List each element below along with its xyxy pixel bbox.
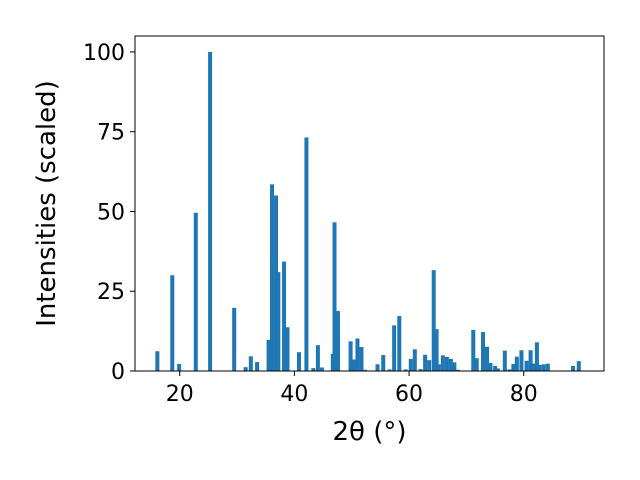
bar bbox=[348, 341, 353, 371]
y-axis-ticks: 0 25 50 75 100 bbox=[83, 41, 135, 385]
y-tick-label: 75 bbox=[97, 121, 125, 146]
bar bbox=[315, 345, 320, 371]
bars-group bbox=[155, 51, 581, 371]
bar bbox=[488, 363, 493, 371]
y-tick-label: 100 bbox=[83, 41, 125, 66]
x-tick-label: 20 bbox=[166, 382, 194, 407]
bar bbox=[392, 325, 397, 371]
bar bbox=[423, 354, 428, 371]
bar bbox=[524, 360, 529, 371]
bar bbox=[319, 367, 324, 371]
bar bbox=[452, 362, 457, 371]
bar bbox=[208, 51, 213, 371]
bar bbox=[355, 338, 360, 371]
y-tick-label: 50 bbox=[97, 200, 125, 225]
bar bbox=[375, 364, 380, 371]
bar bbox=[285, 327, 290, 371]
bar bbox=[545, 363, 550, 371]
bar bbox=[177, 363, 182, 371]
x-tick-label: 60 bbox=[395, 382, 423, 407]
bar bbox=[335, 311, 340, 371]
bar bbox=[493, 365, 498, 371]
bar bbox=[427, 360, 432, 371]
bar bbox=[359, 347, 364, 371]
bar bbox=[193, 212, 198, 371]
bar bbox=[412, 349, 417, 371]
bar bbox=[495, 368, 500, 371]
bar bbox=[304, 137, 309, 371]
bar bbox=[282, 261, 287, 371]
bar bbox=[514, 356, 519, 371]
bar bbox=[440, 355, 445, 371]
bar bbox=[571, 365, 576, 371]
bar bbox=[444, 356, 449, 371]
bar bbox=[255, 362, 260, 371]
bar bbox=[232, 307, 237, 371]
bar bbox=[534, 342, 539, 371]
bar bbox=[387, 369, 392, 371]
bar bbox=[381, 355, 386, 371]
bar bbox=[431, 270, 436, 371]
bar bbox=[436, 364, 441, 371]
y-tick-label: 25 bbox=[97, 280, 125, 305]
bar bbox=[576, 361, 581, 371]
bar bbox=[248, 356, 253, 371]
bar bbox=[471, 329, 476, 371]
bar bbox=[481, 332, 486, 371]
bar bbox=[296, 352, 301, 371]
bar bbox=[362, 369, 367, 371]
bar bbox=[474, 358, 479, 371]
x-axis-ticks: 20 40 60 80 bbox=[166, 371, 538, 407]
bar bbox=[311, 368, 316, 371]
bar bbox=[397, 316, 402, 371]
plot-frame bbox=[134, 35, 605, 372]
bar bbox=[403, 369, 408, 371]
bar bbox=[408, 358, 413, 371]
x-axis-label: 2θ (°) bbox=[332, 417, 406, 447]
bar bbox=[511, 363, 516, 371]
bar bbox=[155, 351, 160, 371]
bar bbox=[418, 369, 423, 371]
bar bbox=[541, 364, 546, 371]
bar bbox=[485, 346, 490, 371]
bar bbox=[434, 329, 439, 371]
bar bbox=[270, 184, 275, 371]
bar bbox=[528, 350, 533, 371]
bar bbox=[448, 358, 453, 371]
bar bbox=[332, 222, 337, 371]
bar bbox=[537, 364, 542, 371]
bar bbox=[170, 275, 175, 371]
bar bbox=[352, 359, 357, 371]
x-tick-label: 40 bbox=[280, 382, 308, 407]
y-tick-label: 0 bbox=[111, 360, 125, 385]
bar bbox=[455, 369, 460, 371]
x-tick-label: 80 bbox=[510, 382, 538, 407]
y-axis-label: Intensities (scaled) bbox=[32, 80, 62, 327]
bar bbox=[507, 369, 512, 371]
bar bbox=[243, 367, 248, 371]
bar bbox=[276, 272, 281, 371]
bar bbox=[274, 195, 279, 371]
bar bbox=[531, 363, 536, 371]
bar bbox=[266, 339, 271, 371]
bar bbox=[519, 350, 524, 371]
bar bbox=[502, 350, 507, 371]
